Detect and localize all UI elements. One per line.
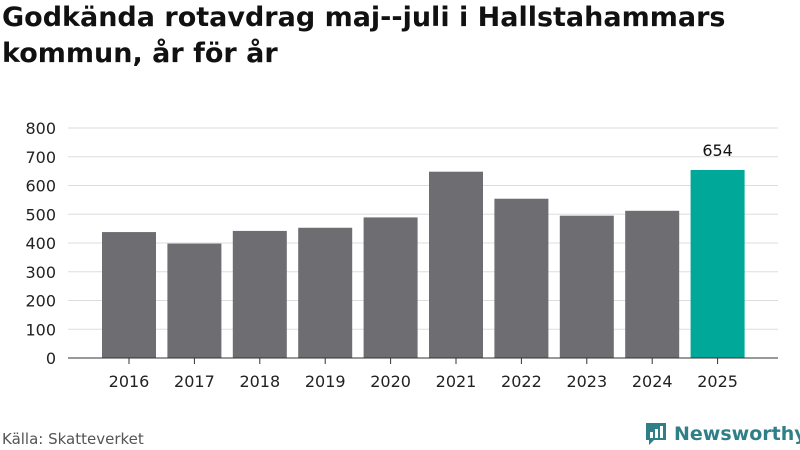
- data-label-2025: 654: [702, 141, 733, 160]
- bar-2025: [690, 169, 745, 358]
- y-tick-label: 100: [25, 320, 56, 339]
- y-tick-label: 600: [25, 177, 56, 196]
- y-tick-label: 300: [25, 263, 56, 282]
- bar-2020: [363, 217, 418, 358]
- bar-2023: [559, 215, 614, 358]
- x-tick-label: 2017: [174, 372, 215, 391]
- bar-2022: [494, 198, 549, 358]
- bar-2016: [102, 232, 156, 358]
- x-tick-label: 2018: [239, 372, 280, 391]
- x-tick-label: 2025: [697, 372, 738, 391]
- bar-2019: [298, 227, 353, 358]
- y-tick-label: 800: [25, 119, 56, 138]
- x-tick-label: 2021: [436, 372, 477, 391]
- x-tick-label: 2023: [566, 372, 607, 391]
- x-tick-label: 2024: [632, 372, 673, 391]
- x-tick-label: 2022: [501, 372, 542, 391]
- bar-2021: [429, 171, 483, 358]
- y-tick-label: 500: [25, 205, 56, 224]
- bars: [102, 169, 745, 358]
- bar-2017: [167, 243, 222, 358]
- brand-logo: Newsworthy: [644, 419, 800, 449]
- y-tick-label: 0: [46, 349, 56, 368]
- source-note: Källa: Skatteverket: [2, 430, 144, 448]
- x-tick-label: 2016: [109, 372, 150, 391]
- y-tick-label: 700: [25, 148, 56, 167]
- brand-name: Newsworthy: [674, 423, 800, 445]
- data-labels: 654: [702, 141, 733, 160]
- y-tick-label: 200: [25, 292, 56, 311]
- y-tick-label: 400: [25, 234, 56, 253]
- bar-2018: [232, 230, 287, 358]
- bar-2024: [625, 210, 680, 358]
- y-axis-ticks: 0 100 200 300 400 500 600 700 800: [25, 119, 56, 368]
- x-axis-ticks: 2016 2017 2018 2019 2020 2021 2022 2023 2024 2025: [109, 358, 738, 391]
- chart-title: Godkända rotavdrag maj--juli i Hallstaha…: [2, 2, 726, 69]
- x-tick-label: 2020: [370, 372, 411, 391]
- x-tick-label: 2019: [305, 372, 346, 391]
- newsworthy-logo-icon: [646, 423, 666, 445]
